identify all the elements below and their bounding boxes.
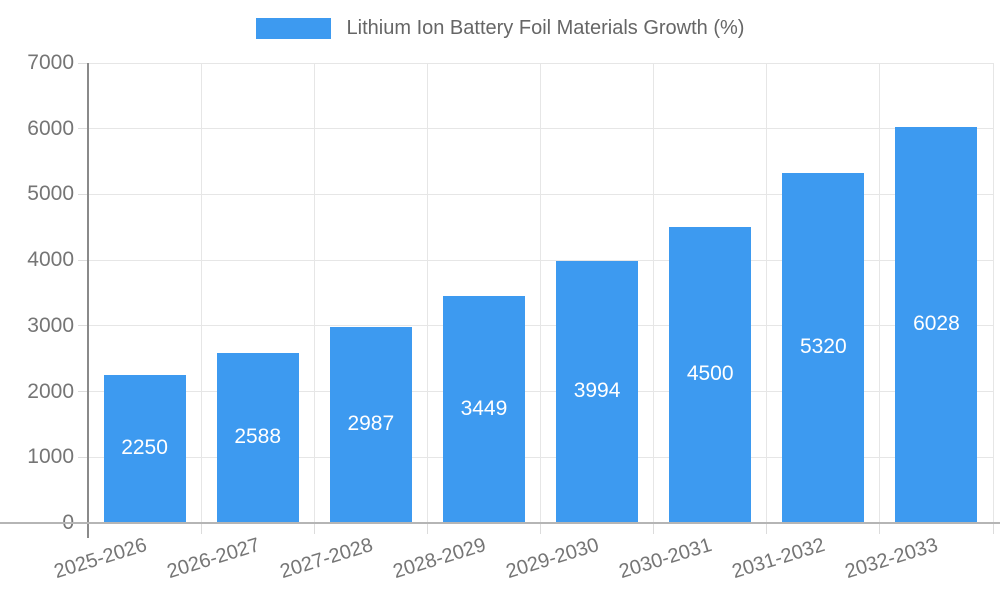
bar-value-label: 3994 — [573, 378, 621, 402]
y-tick-mark — [78, 391, 88, 393]
bar[interactable] — [216, 352, 299, 523]
bar-value-label: 4500 — [686, 362, 734, 386]
x-tick-mark — [313, 523, 315, 534]
x-gridline — [426, 63, 428, 523]
y-tick-mark — [78, 325, 88, 327]
y-tick-mark — [78, 259, 88, 261]
bar[interactable] — [556, 260, 639, 523]
y-tick-label: 6000 — [27, 116, 74, 140]
x-tick-mark — [766, 523, 768, 534]
x-tick-mark — [200, 523, 202, 534]
y-tick-label: 4000 — [27, 248, 74, 272]
x-gridline — [653, 63, 655, 523]
x-tick-mark — [426, 523, 428, 534]
bar[interactable] — [103, 375, 186, 523]
x-gridline — [200, 63, 202, 523]
y-tick-label: 3000 — [27, 313, 74, 337]
x-tick-mark — [653, 523, 655, 534]
x-gridline — [992, 63, 994, 523]
y-tick-label: 1000 — [27, 445, 74, 469]
y-tick-label: 2000 — [27, 379, 74, 403]
bar[interactable] — [442, 296, 525, 523]
bar-value-label: 2987 — [347, 411, 395, 435]
legend-swatch — [255, 18, 331, 39]
y-tick-label: 7000 — [27, 51, 74, 74]
x-gridline — [879, 63, 881, 523]
y-tick-mark — [78, 62, 88, 64]
chart-legend[interactable]: Lithium Ion Battery Foil Materials Growt… — [0, 17, 1000, 40]
y-tick-mark — [78, 128, 88, 130]
x-tick-mark — [540, 523, 541, 534]
y-tick-mark — [78, 193, 88, 195]
bar[interactable] — [782, 173, 865, 523]
y-tick-label: 5000 — [27, 182, 74, 206]
chart-title: Lithium Ion Battery Foil Materials Growt… — [346, 17, 745, 39]
x-gridline — [313, 63, 315, 523]
x-tick-mark — [992, 523, 994, 534]
bar[interactable] — [669, 227, 752, 523]
x-tick-mark — [879, 523, 881, 534]
bar-value-label: 2250 — [121, 436, 168, 460]
x-axis-baseline — [0, 522, 1000, 524]
x-gridline — [540, 63, 541, 523]
bar[interactable] — [895, 126, 978, 523]
y-axis-line — [87, 63, 89, 538]
bar-value-label: 3449 — [460, 396, 508, 420]
bar-value-label: 6028 — [913, 311, 960, 335]
y-tick-mark — [78, 456, 88, 458]
x-gridline — [766, 63, 768, 523]
bar[interactable] — [329, 326, 412, 523]
bar-value-label: 5320 — [799, 335, 847, 359]
bar-value-label: 2588 — [234, 424, 282, 448]
